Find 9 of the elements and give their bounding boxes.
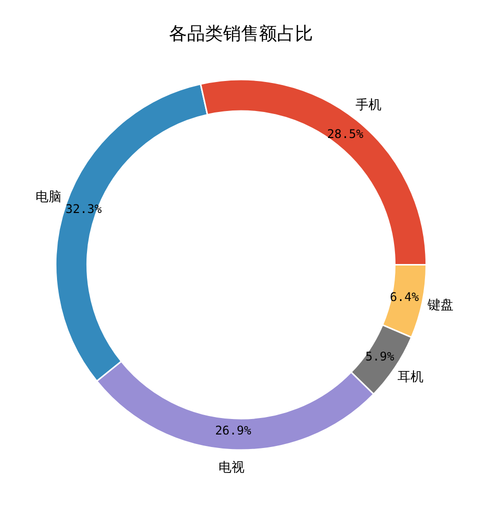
data-label: 28.5% bbox=[327, 126, 364, 141]
slice-label: 手机 bbox=[355, 98, 382, 114]
slice-label: 耳机 bbox=[398, 370, 424, 386]
slice-label: 电视 bbox=[218, 460, 244, 476]
data-label: 26.9% bbox=[215, 423, 252, 438]
data-label: 5.9% bbox=[365, 349, 395, 364]
slice-label: 键盘 bbox=[426, 298, 454, 313]
slice-label: 电脑 bbox=[36, 190, 62, 205]
chart-title: 各品类销售额占比 bbox=[169, 23, 313, 44]
